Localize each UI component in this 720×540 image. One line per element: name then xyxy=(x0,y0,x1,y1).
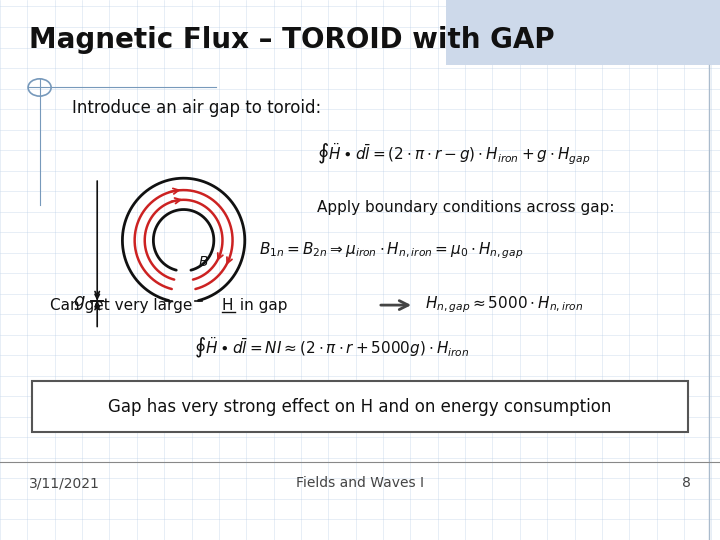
Text: Fields and Waves I: Fields and Waves I xyxy=(296,476,424,490)
Text: $H_{n,gap} \approx 5000 \cdot H_{n,iron}$: $H_{n,gap} \approx 5000 \cdot H_{n,iron}… xyxy=(425,295,583,315)
Text: $B_{1n} = B_{2n} \Rightarrow \mu_{iron} \cdot H_{n,iron} = \mu_0 \cdot H_{n,gap}: $B_{1n} = B_{2n} \Rightarrow \mu_{iron} … xyxy=(259,241,523,261)
Text: Can get very large: Can get very large xyxy=(50,298,198,313)
Text: Magnetic Flux – TOROID with GAP: Magnetic Flux – TOROID with GAP xyxy=(29,26,554,55)
Text: g: g xyxy=(73,292,85,309)
Text: Apply boundary conditions across gap:: Apply boundary conditions across gap: xyxy=(317,200,614,215)
Text: $\it{B}$: $\it{B}$ xyxy=(199,255,209,269)
Text: H: H xyxy=(222,298,233,313)
Text: Gap has very strong effect on H and on energy consumption: Gap has very strong effect on H and on e… xyxy=(108,397,612,416)
FancyBboxPatch shape xyxy=(32,381,688,432)
Text: $\oint \ddot{H} \bullet d\bar{l} = (2 \cdot \pi \cdot r - g) \cdot H_{iron} + g : $\oint \ddot{H} \bullet d\bar{l} = (2 \c… xyxy=(317,141,590,166)
Text: Introduce an air gap to toroid:: Introduce an air gap to toroid: xyxy=(72,99,321,117)
Text: $\oint \ddot{H} \bullet d\bar{l} = NI \approx (2 \cdot \pi \cdot r + 5000g) \cdo: $\oint \ddot{H} \bullet d\bar{l} = NI \a… xyxy=(194,336,470,361)
Text: 8: 8 xyxy=(683,476,691,490)
Text: 3/11/2021: 3/11/2021 xyxy=(29,476,99,490)
Text: in gap: in gap xyxy=(235,298,287,313)
FancyBboxPatch shape xyxy=(446,0,720,65)
